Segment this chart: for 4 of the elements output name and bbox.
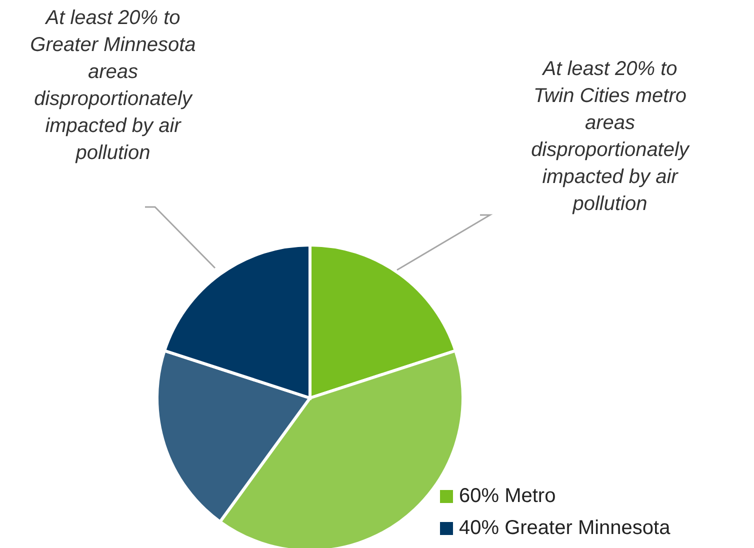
text: At least 20% to Greater Minnesota areas disproportionately impacted by air pollution (29, 6, 197, 166)
legend-label: 40% Greater Minnesota (459, 516, 670, 540)
legend-label: 60% Metro (459, 484, 556, 508)
text: At least 20% to Twin Cities metro areas disproportionately impacted by air pollution (530, 57, 691, 217)
